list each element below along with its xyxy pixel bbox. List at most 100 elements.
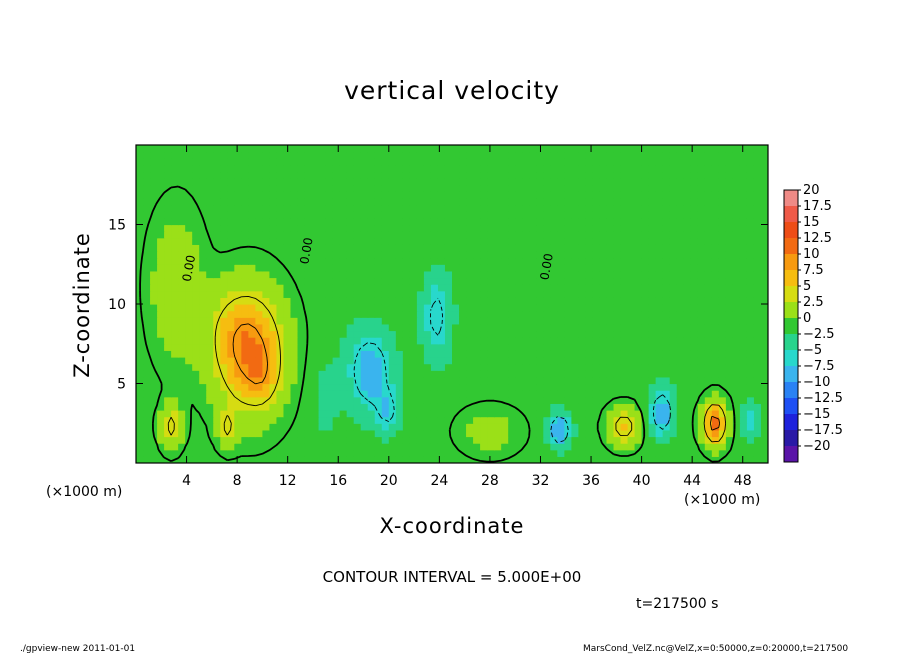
heatmap-cell (599, 198, 608, 206)
heatmap-cell (704, 357, 713, 365)
heatmap-cell (683, 158, 692, 166)
heatmap-cell (157, 443, 165, 451)
heatmap-cell (339, 158, 348, 166)
colorbar-label: 15 (803, 215, 820, 230)
heatmap-cell (150, 270, 158, 279)
heatmap-cell (192, 390, 200, 398)
heatmap-cell (192, 323, 200, 332)
heatmap-cell (578, 323, 587, 332)
heatmap-cell (255, 403, 263, 411)
heatmap-cell (641, 410, 650, 418)
heatmap-cell (346, 337, 355, 345)
heatmap-cell (381, 357, 390, 365)
heatmap-cell (760, 443, 768, 451)
heatmap-cell (697, 403, 706, 411)
heatmap-cell (760, 323, 768, 332)
heatmap-cell (360, 264, 369, 272)
heatmap-cell (613, 264, 622, 272)
heatmap-cell (592, 224, 601, 232)
heatmap-cell (515, 403, 523, 411)
heatmap-cell (332, 251, 341, 259)
heatmap-cell (437, 270, 446, 279)
heatmap-cell (269, 184, 278, 192)
heatmap-cell (585, 357, 594, 365)
heatmap-cell (508, 376, 516, 385)
heatmap-cell (416, 297, 425, 305)
heatmap-cell (613, 350, 622, 358)
heatmap-cell (437, 416, 446, 424)
heatmap-cell (515, 290, 523, 298)
heatmap-cell (157, 304, 165, 312)
heatmap-cell (487, 158, 495, 166)
heatmap-cell (718, 217, 727, 226)
heatmap-cell (381, 396, 390, 404)
heatmap-cell (606, 376, 615, 385)
heatmap-cell (367, 257, 376, 265)
heatmap-cell (332, 158, 341, 166)
heatmap-cell (360, 145, 369, 153)
heatmap-cell (473, 204, 481, 212)
heatmap-cell (473, 171, 481, 179)
heatmap-cell (346, 423, 355, 431)
heatmap-cell (213, 198, 221, 206)
heatmap-cell (543, 357, 551, 365)
heatmap-cell (353, 251, 362, 259)
heatmap-cell (515, 164, 523, 173)
heatmap-cell (585, 330, 594, 338)
heatmap-cell (452, 257, 460, 265)
heatmap-cell (248, 171, 256, 179)
heatmap-cell (662, 171, 671, 179)
heatmap-cell (213, 330, 221, 338)
heatmap-cell (487, 449, 495, 457)
heatmap-cell (367, 403, 376, 411)
colorbar-label: 20 (803, 183, 820, 198)
heatmap-cell (494, 416, 502, 424)
heatmap-cell (437, 204, 446, 212)
heatmap-cell (459, 231, 467, 239)
heatmap-cell (297, 363, 306, 371)
heatmap-cell (515, 264, 523, 272)
heatmap-cell (522, 456, 530, 463)
heatmap-cell (269, 284, 278, 292)
heatmap-cell (199, 304, 207, 312)
heatmap-cell (452, 191, 460, 199)
heatmap-cell (248, 257, 256, 265)
heatmap-cell (248, 343, 256, 351)
heatmap-cell (325, 171, 334, 179)
heatmap-cell (444, 449, 453, 457)
heatmap-cell (585, 429, 594, 438)
heatmap-cell (564, 310, 572, 318)
heatmap-cell (739, 178, 748, 186)
heatmap-cell (178, 211, 186, 219)
heatmap-cell (522, 237, 530, 245)
heatmap-cell (452, 244, 460, 252)
heatmap-cell (494, 151, 502, 159)
heatmap-cell (311, 277, 320, 285)
heatmap-cell (262, 330, 271, 338)
heatmap-cell (676, 178, 685, 186)
heatmap-cell (480, 158, 488, 166)
heatmap-cell (606, 429, 615, 438)
heatmap-cell (304, 178, 313, 186)
heatmap-cell (262, 204, 271, 212)
heatmap-cell (269, 178, 278, 186)
heatmap-cell (325, 231, 334, 239)
heatmap-cell (276, 284, 285, 292)
heatmap-cell (620, 416, 629, 424)
heatmap-cell (171, 244, 179, 252)
heatmap-cell (255, 284, 263, 292)
heatmap-cell (353, 390, 362, 398)
heatmap-cell (416, 277, 425, 285)
heatmap-cell (437, 376, 446, 385)
heatmap-cell (473, 290, 481, 298)
heatmap-cell (143, 198, 151, 206)
heatmap-cell (704, 251, 713, 259)
heatmap-cell (760, 171, 768, 179)
heatmap-cell (634, 204, 643, 212)
heatmap-cell (592, 171, 601, 179)
heatmap-cell (550, 396, 558, 404)
heatmap-cell (318, 416, 327, 424)
heatmap-cell (416, 158, 425, 166)
heatmap-cell (697, 436, 706, 444)
heatmap-cell (522, 304, 530, 312)
